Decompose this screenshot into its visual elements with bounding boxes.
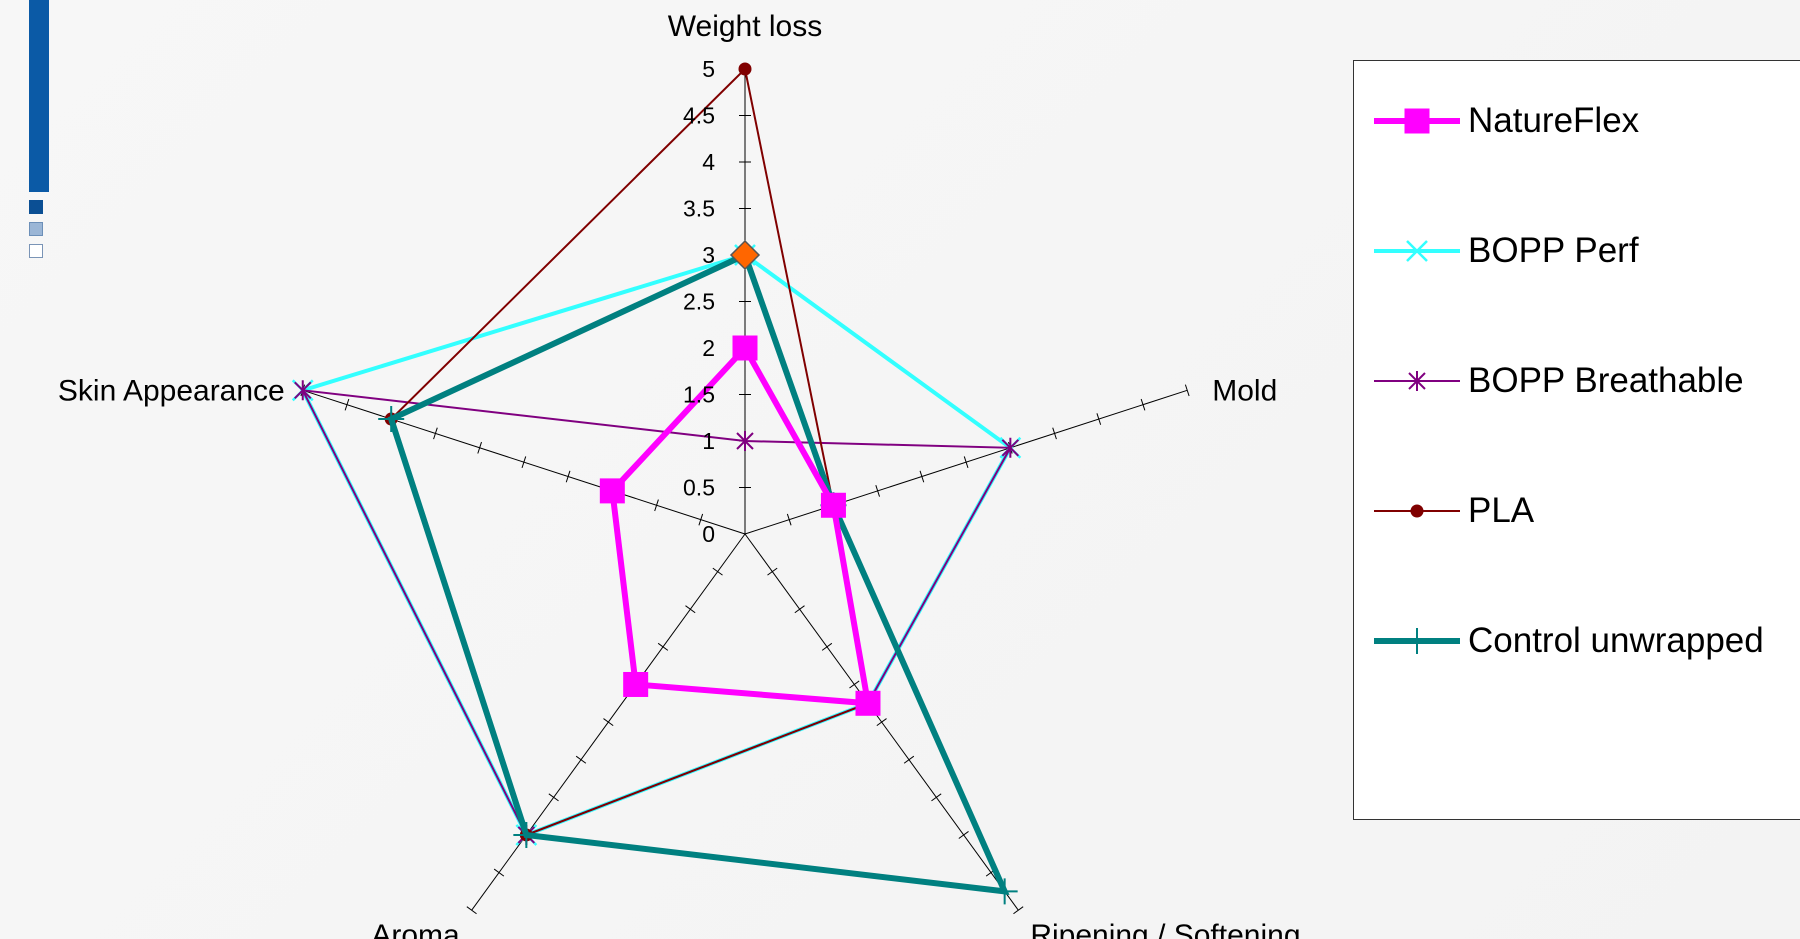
axis-tick bbox=[575, 755, 587, 764]
legend-label: BOPP Breathable bbox=[1468, 361, 1744, 400]
axis-tick bbox=[821, 642, 833, 651]
diamond-marker bbox=[729, 239, 761, 271]
square-marker bbox=[623, 671, 649, 697]
tick-label: 4.5 bbox=[683, 103, 715, 129]
axis-tick bbox=[875, 485, 881, 497]
axis-tick bbox=[477, 441, 482, 454]
axis-tick bbox=[548, 793, 559, 802]
axis-tick bbox=[1184, 384, 1190, 397]
square-marker bbox=[732, 335, 758, 361]
axis-tick bbox=[903, 755, 915, 764]
axis-tick bbox=[433, 427, 438, 440]
axis-label: Aroma bbox=[371, 919, 460, 939]
radar-axes bbox=[300, 68, 1190, 915]
decorative-square-light bbox=[29, 222, 43, 236]
tick-label: 0 bbox=[702, 521, 715, 547]
legend-item: BOPP Breathable bbox=[1372, 361, 1744, 401]
series-line bbox=[609, 342, 872, 707]
axis-label: Weight loss bbox=[668, 10, 823, 43]
axis-tick bbox=[849, 680, 860, 689]
tick-label: 2 bbox=[702, 335, 715, 361]
tick-label: 4 bbox=[702, 149, 715, 175]
radar-series bbox=[291, 62, 1022, 905]
tick-label: 2.5 bbox=[683, 289, 715, 315]
tick-label: 3.5 bbox=[683, 196, 715, 222]
plus-marker bbox=[513, 821, 540, 848]
tick-label: 1 bbox=[702, 428, 715, 454]
legend-swatch bbox=[1374, 504, 1460, 518]
series-bopp-perf bbox=[291, 244, 1022, 846]
axis-tick bbox=[1096, 413, 1102, 425]
axis-tick bbox=[919, 470, 925, 483]
legend-item: Control unwrapped bbox=[1372, 621, 1764, 661]
legend-label: Control unwrapped bbox=[1468, 621, 1764, 660]
axis-tick bbox=[767, 567, 778, 576]
series-natureflex bbox=[599, 335, 881, 716]
axis-label: Mold bbox=[1212, 374, 1277, 407]
axis-tick bbox=[1140, 398, 1146, 411]
series-control-unwrapped bbox=[378, 242, 1018, 905]
axis-tick bbox=[685, 605, 696, 614]
plus-marker bbox=[1404, 628, 1430, 654]
axis-tick bbox=[654, 499, 659, 512]
circle-marker bbox=[738, 62, 752, 76]
series-line bbox=[299, 252, 1013, 838]
axis-tick bbox=[712, 567, 723, 576]
star-marker bbox=[294, 380, 312, 401]
legend-item: NatureFlex bbox=[1372, 101, 1639, 141]
axis-tick bbox=[603, 718, 614, 727]
square-marker bbox=[820, 492, 846, 518]
circle-marker bbox=[1410, 504, 1424, 518]
axis-tick bbox=[565, 470, 571, 483]
decorative-accent-bar bbox=[29, 0, 49, 192]
legend-swatch bbox=[1374, 628, 1460, 654]
axis-tick bbox=[466, 906, 477, 915]
axis-tick bbox=[1052, 427, 1057, 440]
star-marker bbox=[736, 431, 754, 451]
axis-tick bbox=[794, 605, 805, 614]
star-marker bbox=[1001, 437, 1020, 458]
axis-tick bbox=[963, 456, 969, 469]
legend-item: BOPP Perf bbox=[1372, 231, 1639, 271]
plus-marker bbox=[378, 406, 405, 433]
tick-label: 3 bbox=[702, 242, 715, 268]
series-line bbox=[387, 250, 1010, 895]
axis-tick bbox=[876, 718, 887, 727]
x-marker bbox=[1406, 240, 1428, 262]
axis-tick bbox=[657, 642, 669, 651]
axis-tick bbox=[493, 868, 505, 877]
legend-swatch bbox=[1374, 108, 1460, 134]
axis-tick bbox=[344, 398, 350, 411]
axis-tick bbox=[786, 513, 792, 526]
axis-label: Skin Appearance bbox=[58, 374, 285, 407]
square-marker bbox=[855, 690, 881, 716]
tick-label: 0.5 bbox=[683, 475, 715, 501]
square-marker bbox=[1404, 108, 1430, 134]
radar-labels: 0 0.5 1 1.5 2 2.5 3 3.5 4 4.5 5 Weight loss Mold Ripe… bbox=[58, 10, 1301, 939]
legend-label: BOPP Perf bbox=[1468, 231, 1639, 270]
square-marker bbox=[599, 478, 625, 504]
tick-label: 1.5 bbox=[683, 382, 715, 408]
axis-tick bbox=[1013, 906, 1024, 915]
legend-item: PLA bbox=[1372, 491, 1534, 531]
decorative-square-dark bbox=[29, 200, 43, 214]
series-line bbox=[390, 66, 870, 837]
series-line bbox=[301, 389, 1013, 837]
legend-label: PLA bbox=[1468, 491, 1535, 530]
decorative-square-white bbox=[29, 244, 43, 258]
axis-label: Ripening / Softening bbox=[1030, 919, 1300, 939]
tick-label: 5 bbox=[702, 56, 715, 82]
axis-tick bbox=[931, 793, 942, 802]
star-marker bbox=[1408, 371, 1426, 391]
plus-marker bbox=[991, 878, 1018, 905]
legend-label: NatureFlex bbox=[1468, 101, 1640, 140]
legend: NatureFlex BOPP Perf BOPP Breathable PLA Con… bbox=[1353, 60, 1800, 820]
axis-tick bbox=[698, 513, 704, 526]
legend-swatch bbox=[1374, 371, 1460, 391]
legend-swatch bbox=[1374, 240, 1460, 262]
axis-tick bbox=[521, 456, 527, 469]
axis-tick bbox=[958, 831, 969, 839]
